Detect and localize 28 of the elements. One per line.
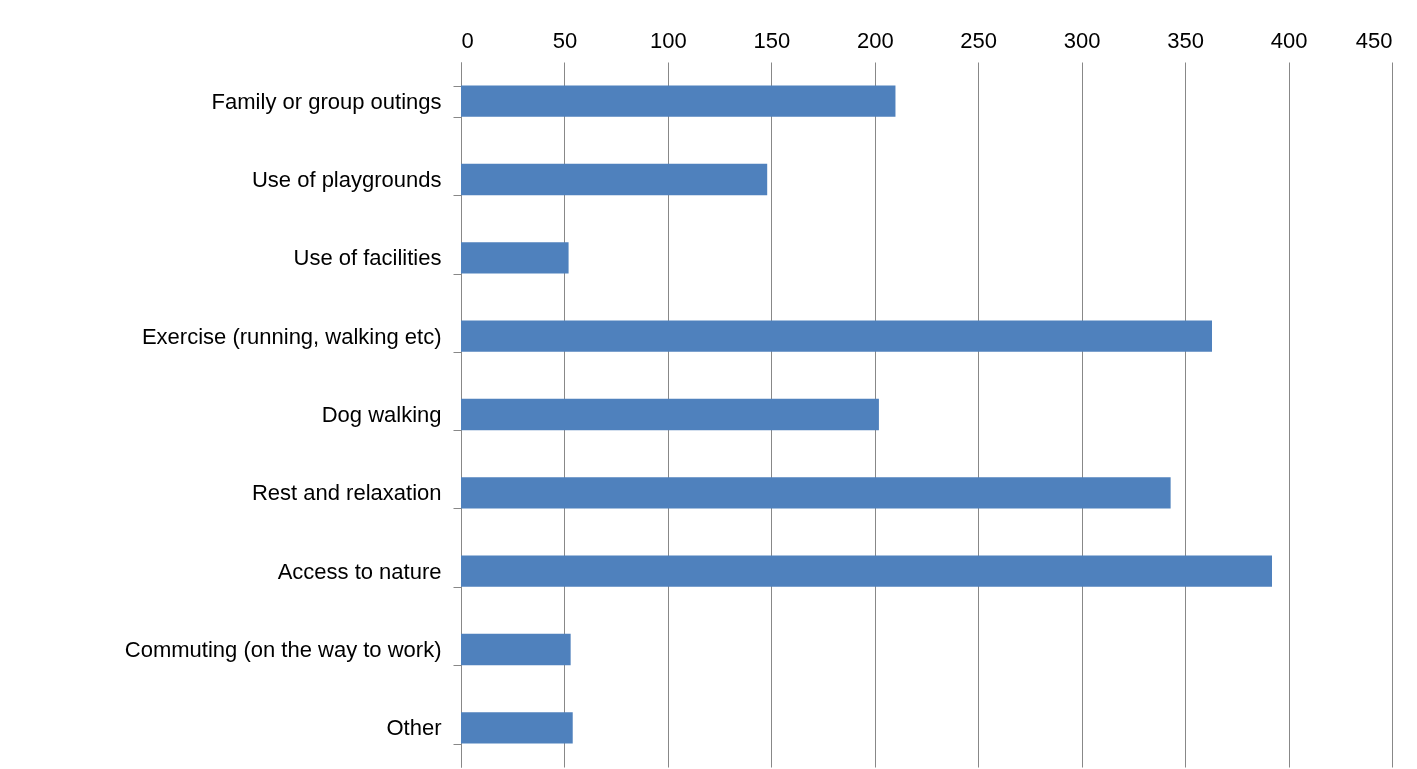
x-tick-label: 250 — [960, 27, 998, 53]
bar — [461, 477, 1171, 509]
y-tick-label: Other — [386, 715, 442, 741]
y-tick-label: Commuting (on the way to work) — [124, 637, 442, 662]
y-tick-label: Dog walking — [321, 402, 442, 427]
bar — [461, 242, 569, 274]
x-tick-label: 0 — [461, 27, 474, 53]
bar — [461, 85, 896, 117]
y-tick-label: Use of playgrounds — [251, 167, 442, 192]
bar — [461, 555, 1272, 587]
bar — [461, 320, 1213, 352]
bar — [461, 633, 571, 666]
y-tick-label: Exercise (running, walking etc) — [141, 323, 442, 349]
y-tick-label: Family or group outings — [211, 88, 442, 114]
y-tick-label: Use of facilities — [293, 245, 442, 271]
bar — [461, 712, 573, 744]
x-tick-label: 150 — [753, 27, 791, 53]
y-tick-label: Access to nature — [277, 558, 442, 584]
bar — [461, 398, 879, 431]
x-tick-label: 350 — [1167, 27, 1204, 53]
x-tick-label: 200 — [856, 27, 894, 53]
x-tick-label: 50 — [552, 27, 578, 53]
bar — [461, 163, 768, 196]
x-tick-label: 450 — [1355, 27, 1393, 53]
y-tick-label: Rest and relaxation — [251, 480, 442, 506]
x-tick-label: 100 — [650, 27, 687, 53]
x-tick-label: 400 — [1270, 27, 1308, 53]
x-tick-label: 300 — [1063, 27, 1101, 53]
